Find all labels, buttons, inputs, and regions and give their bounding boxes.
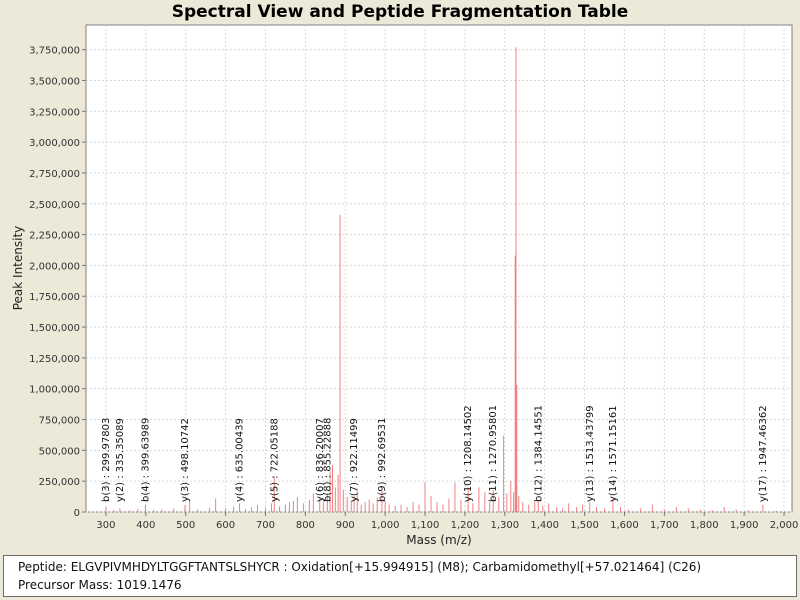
- fragment-ion-label: b(11) : 1270.95801: [488, 405, 499, 502]
- precursor-mass-text: Precursor Mass: 1019.1476: [18, 578, 182, 592]
- fragment-ion-label: b(9) : 992.69531: [377, 418, 388, 502]
- y-tick-label: 2,500,000: [29, 200, 80, 211]
- y-axis: 0 250,000 500,000 750,000 1,000,000 1,250,000…: [29, 46, 86, 519]
- x-tick-label: 1,500: [570, 520, 599, 531]
- fragment-annotations: b(3) : 299.97803 y(2) : 335.35089 b(4) : 3…: [101, 405, 769, 502]
- y-tick-label: 2,000,000: [29, 261, 80, 272]
- y-axis-label: Peak Intensity: [11, 226, 25, 311]
- x-tick-label: 700: [256, 520, 275, 531]
- fragment-ion-label: y(14) : 1571.15161: [608, 405, 619, 502]
- x-tick-label: 300: [96, 520, 115, 531]
- fragment-ion-label: y(6) : 836.20007: [315, 418, 326, 502]
- x-tick-label: 1,100: [411, 520, 440, 531]
- fragment-ion-label: y(4) : 635.00439: [235, 418, 246, 502]
- y-tick-label: 1,750,000: [29, 292, 80, 303]
- fragment-ion-label: y(17) : 1947.46362: [758, 405, 769, 502]
- y-tick-label: 3,000,000: [29, 138, 80, 149]
- y-tick-label: 3,500,000: [29, 76, 80, 87]
- y-tick-label: 3,750,000: [29, 46, 80, 57]
- x-tick-label: 2,000: [770, 520, 799, 531]
- x-tick-label: 1,300: [490, 520, 519, 531]
- y-tick-label: 1,500,000: [29, 323, 80, 334]
- x-tick-label: 1,800: [690, 520, 719, 531]
- spectrum-chart: 0 250,000 500,000 750,000 1,000,000 1,250,000…: [11, 24, 798, 547]
- x-axis: 300 400 500 600 700 800 900 1,000 1,100 1,200 1,30…: [96, 512, 798, 531]
- x-tick-label: 1,400: [530, 520, 559, 531]
- gridlines: [86, 25, 792, 513]
- fragment-ion-label: y(7) : 922.11499: [349, 418, 360, 502]
- fragment-ion-label: y(5) : 722.05188: [269, 418, 280, 502]
- y-tick-label: 0: [74, 508, 80, 519]
- peak-series: [105, 47, 777, 512]
- x-tick-label: 500: [176, 520, 195, 531]
- x-tick-label: 900: [336, 520, 355, 531]
- plot-area: [85, 24, 793, 513]
- fragment-ion-label: b(4) : 399.63989: [141, 418, 152, 502]
- x-tick-label: 1,000: [371, 520, 400, 531]
- x-tick-label: 1,700: [650, 520, 679, 531]
- chart-title: Spectral View and Peptide Fragmentation …: [171, 2, 629, 22]
- x-tick-label: 600: [216, 520, 235, 531]
- fragment-ion-label: y(13) : 1513.43799: [585, 405, 596, 502]
- fragment-ion-label: y(2) : 335.35089: [115, 418, 126, 502]
- fragment-ion-label: y(10) : 1208.14502: [463, 405, 474, 502]
- y-tick-label: 500,000: [39, 446, 80, 457]
- fragment-ion-label: b(12) : 1384.14551: [533, 405, 544, 502]
- y-tick-label: 3,250,000: [29, 107, 80, 118]
- x-tick-label: 1,600: [610, 520, 639, 531]
- peptide-info-panel: Peptide: ELGVPIVMHDYLTGGFTANTSLSHYCR : O…: [3, 555, 797, 597]
- y-tick-label: 2,750,000: [29, 169, 80, 180]
- y-tick-label: 2,250,000: [29, 231, 80, 242]
- peptide-text: Peptide: ELGVPIVMHDYLTGGFTANTSLSHYCR : O…: [18, 560, 702, 574]
- x-axis-label: Mass (m/z): [406, 533, 471, 547]
- x-tick-label: 800: [296, 520, 315, 531]
- x-tick-label: 1,900: [730, 520, 759, 531]
- y-tick-label: 750,000: [39, 416, 80, 427]
- y-tick-label: 1,250,000: [29, 354, 80, 365]
- x-tick-label: 400: [136, 520, 155, 531]
- fragment-ion-label: y(3) : 498.10742: [180, 418, 191, 502]
- y-tick-label: 250,000: [39, 477, 80, 488]
- x-tick-label: 1,200: [451, 520, 480, 531]
- fragment-ion-label: b(3) : 299.97803: [101, 418, 112, 502]
- fragment-ion-label: b(8) : 855.22888: [322, 418, 333, 502]
- y-tick-label: 1,000,000: [29, 385, 80, 396]
